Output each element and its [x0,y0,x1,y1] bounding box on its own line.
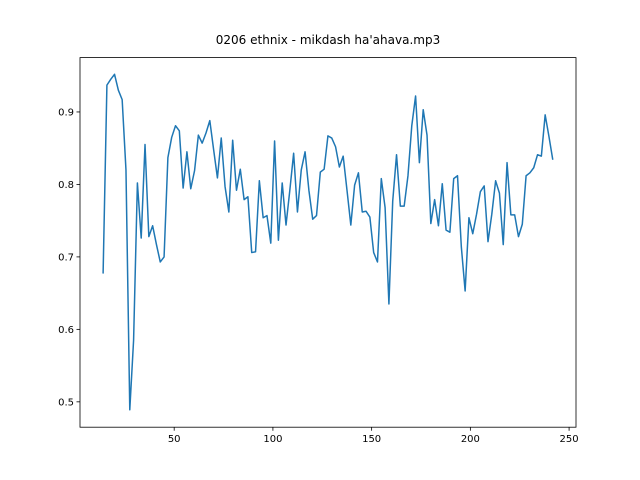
x-tick-label: 150 [362,434,381,445]
axes-frame [79,57,577,428]
chart-title: 0206 ethnix - mikdash ha'ahava.mp3 [216,33,440,47]
y-tick-label: 0.5 [58,397,74,408]
data-line [102,73,554,411]
x-tick-label: 250 [560,434,579,445]
x-tick-label: 200 [461,434,480,445]
y-tick-label: 0.6 [58,325,74,336]
y-tick-label: 0.7 [58,252,74,263]
y-tick-label: 0.9 [58,107,74,118]
x-tick-label: 100 [263,434,282,445]
y-tick-label: 0.8 [58,180,74,191]
x-tick-label: 50 [168,434,181,445]
